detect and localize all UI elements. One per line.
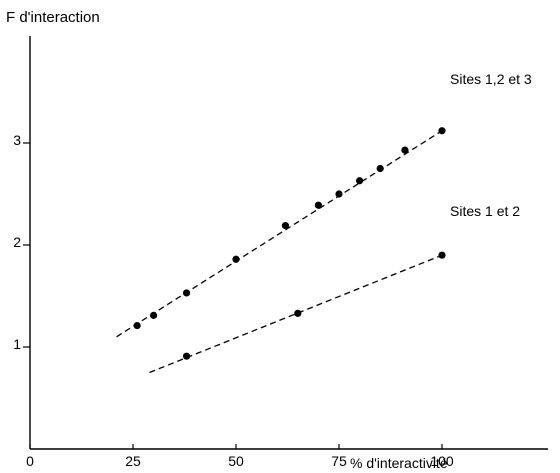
ticks: 0 25 50 75 100 1 2 3 <box>13 132 454 469</box>
x-tick-label: 100 <box>430 453 454 469</box>
series-label-sites-1-2-3: Sites 1,2 et 3 <box>450 71 532 87</box>
series-0-point <box>232 255 240 263</box>
axes <box>29 36 548 450</box>
series-lines <box>116 130 443 374</box>
series-0-point <box>376 164 384 173</box>
series-0-point <box>281 222 290 230</box>
x-tick-label: 50 <box>228 453 244 469</box>
series-0-point <box>335 190 343 198</box>
x-tick-label: 75 <box>331 453 347 469</box>
series-0-point <box>150 311 158 319</box>
series-1-line <box>149 254 443 374</box>
series-points <box>133 127 446 360</box>
series-0-point <box>438 127 446 135</box>
y-tick-label: 2 <box>13 234 21 250</box>
series-0-line <box>116 130 443 338</box>
series-1-point <box>294 309 302 317</box>
series-1-point <box>182 352 191 360</box>
y-axis-label: F d'interaction <box>6 9 100 26</box>
series-0-point <box>356 177 364 185</box>
series-0-point <box>133 321 141 330</box>
y-tick-label: 1 <box>13 336 21 352</box>
x-tick-label: 25 <box>125 453 141 469</box>
x-axis-label: % d'interactivité <box>350 455 448 471</box>
series-label-sites-1-2: Sites 1 et 2 <box>450 203 520 219</box>
series-0-point <box>401 146 409 154</box>
series-1-point <box>438 251 446 259</box>
x-tick-label: 0 <box>26 453 34 469</box>
y-tick-label: 3 <box>13 132 21 148</box>
series-0-point <box>182 289 191 297</box>
series-0-point <box>314 201 322 209</box>
